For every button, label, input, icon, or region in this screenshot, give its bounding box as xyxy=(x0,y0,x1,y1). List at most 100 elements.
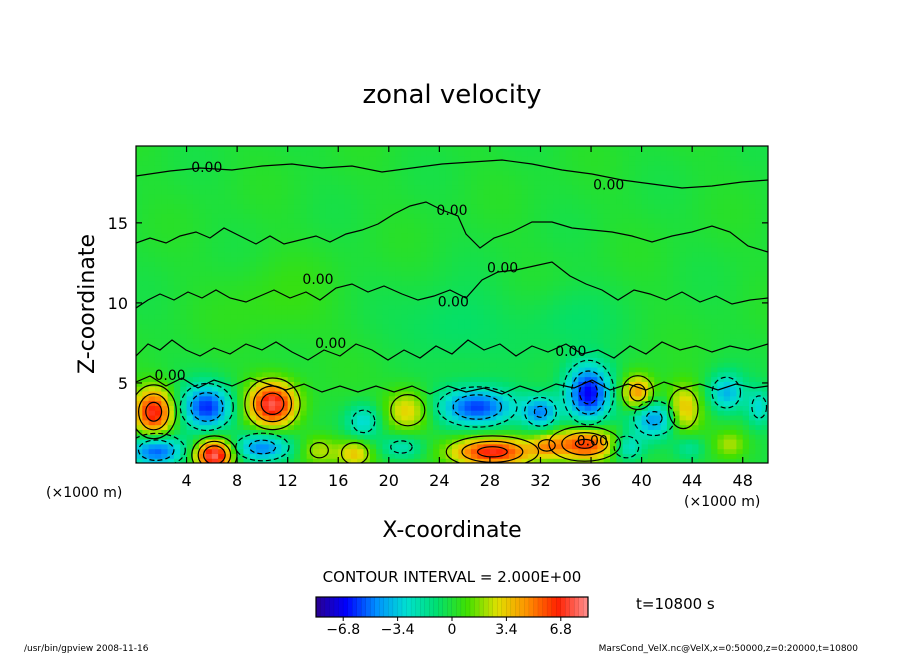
heatmap-cell xyxy=(275,160,282,166)
heatmap-cell xyxy=(445,400,453,406)
heatmap-cell xyxy=(230,386,238,392)
heatmap-cell xyxy=(546,213,554,219)
heatmap-cell xyxy=(167,261,175,267)
heatmap-cell xyxy=(553,208,561,214)
heatmap-cell xyxy=(470,429,478,435)
heatmap-cell xyxy=(489,246,497,253)
heatmap-cell xyxy=(275,338,282,344)
heatmap-cell xyxy=(331,179,339,186)
heatmap-cell xyxy=(344,362,352,368)
heatmap-cell xyxy=(477,266,485,272)
heatmap-cell xyxy=(553,198,561,205)
heatmap-cell xyxy=(546,381,554,387)
heatmap-cell xyxy=(483,208,491,214)
heatmap-cell xyxy=(319,443,327,450)
heatmap-cell xyxy=(230,448,238,454)
heatmap-cell xyxy=(369,318,377,325)
heatmap-cell xyxy=(275,184,282,190)
heatmap-cell xyxy=(205,333,213,339)
heatmap-cell xyxy=(382,280,390,286)
heatmap-cell xyxy=(338,179,346,186)
heatmap-cell xyxy=(230,165,238,171)
heatmap-cell xyxy=(420,328,428,334)
heatmap-cell xyxy=(186,266,194,272)
heatmap-cell xyxy=(142,155,150,162)
heatmap-cell xyxy=(218,328,226,334)
heatmap-cell xyxy=(262,333,270,339)
heatmap-cell xyxy=(502,155,510,162)
heatmap-cell xyxy=(142,285,150,291)
heatmap-cell xyxy=(319,222,327,229)
heatmap-cell xyxy=(268,261,276,267)
heatmap-cell xyxy=(376,318,384,325)
heatmap-cell xyxy=(477,448,485,454)
heatmap-cell xyxy=(521,184,529,190)
heatmap-cell xyxy=(148,323,156,330)
heatmap-cell xyxy=(294,376,301,382)
heatmap-cell xyxy=(249,347,257,354)
heatmap-cell xyxy=(388,323,396,330)
heatmap-cell xyxy=(186,424,194,430)
heatmap-cell xyxy=(186,208,194,214)
heatmap-cell xyxy=(483,309,491,315)
heatmap-cell xyxy=(489,419,497,426)
heatmap-cell xyxy=(565,381,573,387)
heatmap-cell xyxy=(433,246,440,253)
heatmap-cell xyxy=(173,419,181,426)
heatmap-cell xyxy=(407,352,415,358)
heatmap-cell xyxy=(610,419,617,426)
heatmap-cell xyxy=(426,304,434,310)
heatmap-cell xyxy=(597,208,605,214)
heatmap-cell xyxy=(470,203,478,210)
heatmap-cell xyxy=(319,419,327,426)
heatmap-cell xyxy=(376,213,384,219)
heatmap-cell xyxy=(477,419,485,426)
heatmap-cell xyxy=(325,232,333,238)
heatmap-cell xyxy=(534,347,542,354)
heatmap-cell xyxy=(249,218,257,224)
heatmap-cell xyxy=(281,285,289,291)
heatmap-cell xyxy=(363,304,371,310)
heatmap-cell xyxy=(192,242,200,248)
heatmap-cell xyxy=(344,376,352,382)
heatmap-cell xyxy=(287,352,295,358)
heatmap-cell xyxy=(230,424,238,430)
heatmap-cell xyxy=(591,160,598,166)
heatmap-cell xyxy=(439,424,447,430)
heatmap-cell xyxy=(224,438,232,445)
heatmap-cell xyxy=(136,448,143,454)
heatmap-cell xyxy=(395,294,403,301)
heatmap-cell xyxy=(565,251,573,258)
heatmap-cell xyxy=(180,304,188,310)
heatmap-cell xyxy=(527,251,535,258)
heatmap-cell xyxy=(338,395,346,402)
heatmap-cell xyxy=(540,174,548,181)
heatmap-cell xyxy=(502,395,510,402)
heatmap-cell xyxy=(540,328,548,334)
heatmap-cell xyxy=(331,222,339,229)
heatmap-cell xyxy=(401,194,409,200)
heatmap-cell xyxy=(199,155,207,162)
heatmap-cell xyxy=(192,395,200,402)
heatmap-cell xyxy=(230,357,238,363)
heatmap-cell xyxy=(426,146,434,152)
heatmap-cell xyxy=(325,150,333,157)
heatmap-cell xyxy=(344,424,352,430)
heatmap-cell xyxy=(445,146,453,152)
heatmap-cell xyxy=(211,218,219,224)
heatmap-cell xyxy=(477,146,485,152)
heatmap-cell xyxy=(262,184,270,190)
heatmap-cell xyxy=(382,318,390,325)
heatmap-cell xyxy=(142,395,150,402)
heatmap-cell xyxy=(477,314,485,320)
heatmap-cell xyxy=(363,246,371,253)
heatmap-cell xyxy=(325,174,333,181)
heatmap-cell xyxy=(319,256,327,262)
heatmap-cell xyxy=(591,246,598,253)
heatmap-cell xyxy=(319,237,327,243)
heatmap-cell xyxy=(591,376,598,382)
heatmap-cell xyxy=(186,443,194,450)
heatmap-cell xyxy=(407,323,415,330)
heatmap-cell xyxy=(237,338,245,344)
heatmap-cell xyxy=(546,414,554,421)
